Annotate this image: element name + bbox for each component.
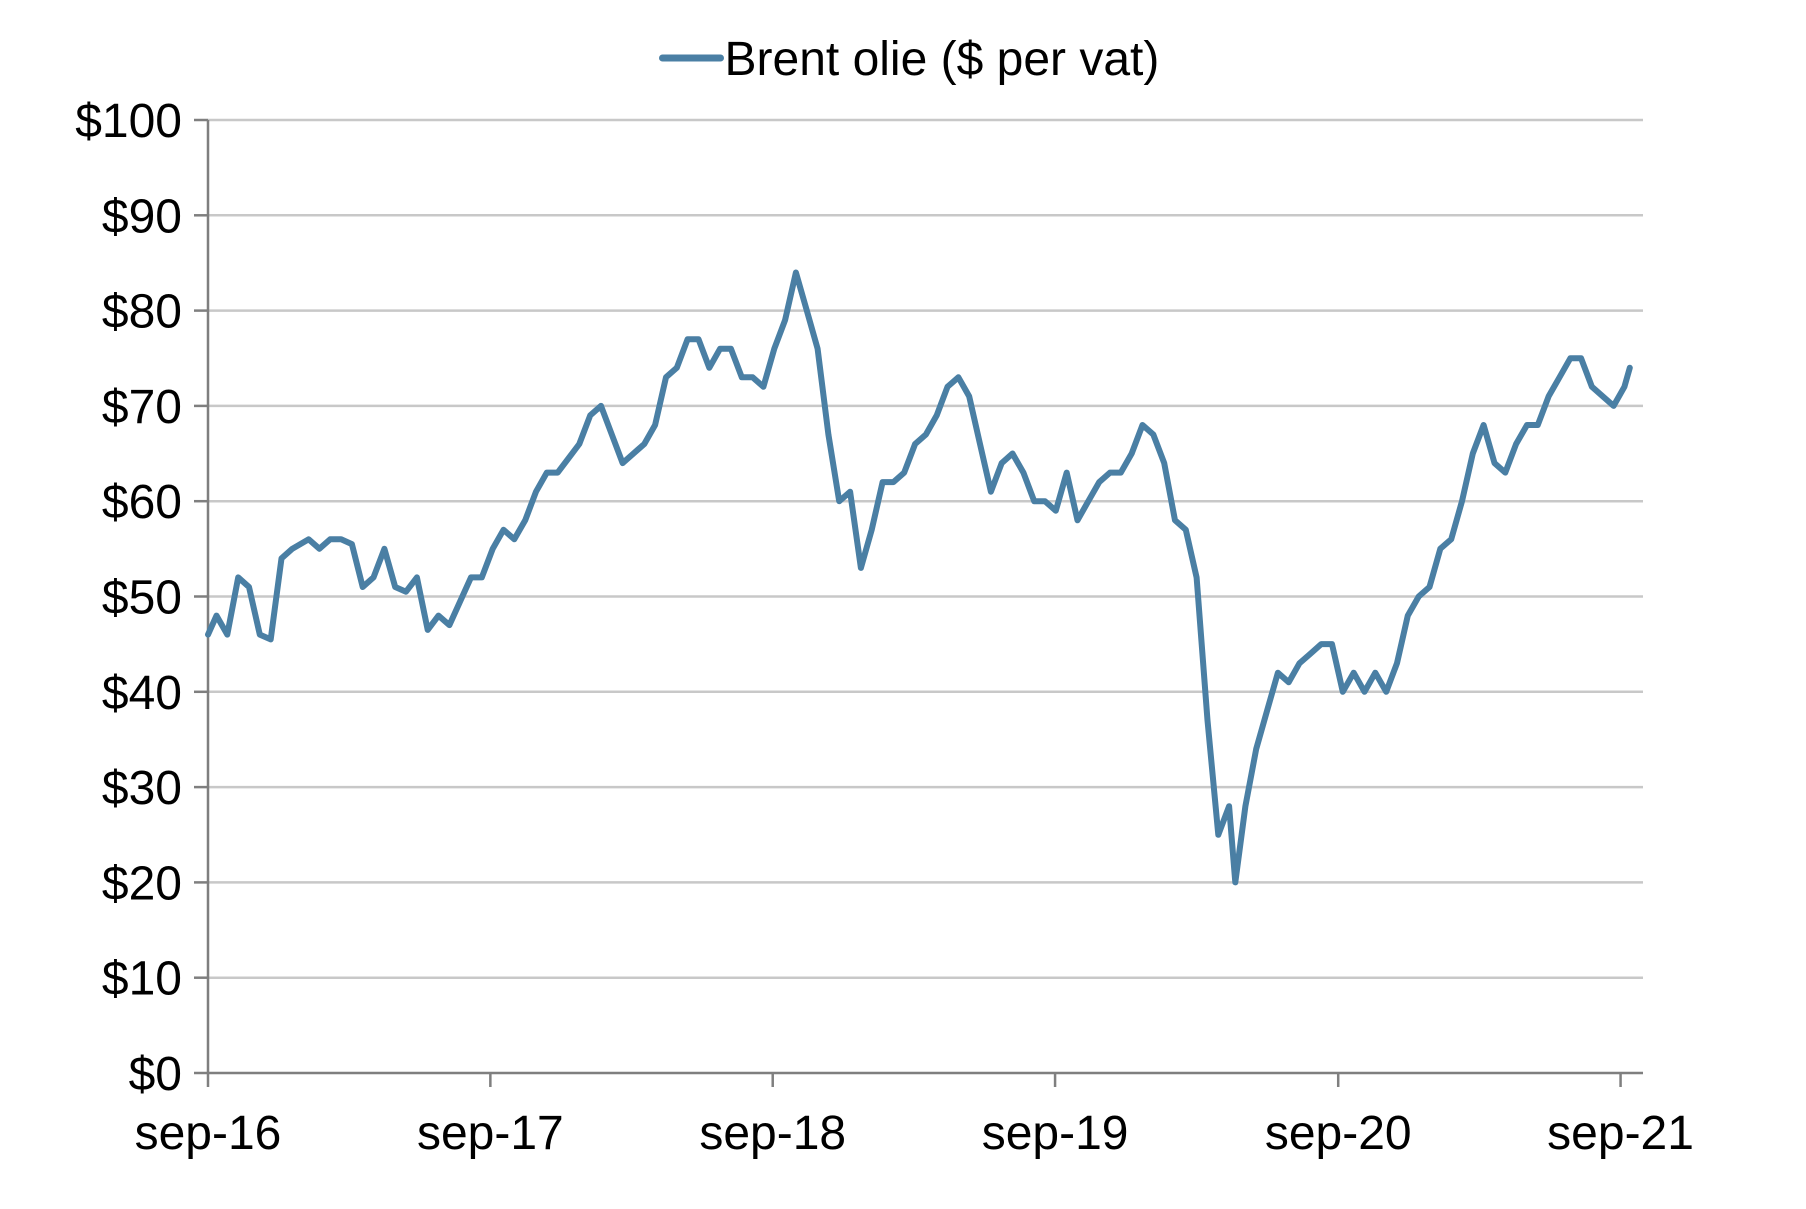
- x-tick-label: sep-21: [1547, 1107, 1694, 1160]
- series-line-brent: [205, 269, 1633, 886]
- y-tick-label: $80: [102, 286, 182, 339]
- x-tick-label: sep-17: [417, 1107, 564, 1160]
- x-tick-label: sep-19: [982, 1107, 1129, 1160]
- y-tick-label: $50: [102, 572, 182, 625]
- y-tick-label: $20: [102, 857, 182, 910]
- gridlines: [208, 118, 1643, 979]
- x-tick-label: sep-20: [1265, 1107, 1412, 1160]
- y-tick-label: $100: [75, 95, 182, 148]
- y-tick-label: $40: [102, 667, 182, 720]
- y-tick-label: $10: [102, 953, 182, 1006]
- y-tick-label: $70: [102, 381, 182, 434]
- y-tick-label: $90: [102, 190, 182, 243]
- y-tick-label: $0: [129, 1048, 182, 1101]
- series-layer: [205, 269, 1633, 886]
- axes: $0 $10 $20 $30 $40 $50 $60 $70 $80 $90 $100 sep-16 s…: [75, 95, 1694, 1160]
- x-tick-label: sep-18: [699, 1107, 846, 1160]
- y-tick-label: $30: [102, 762, 182, 815]
- y-tick-label: $60: [102, 476, 182, 529]
- legend-label: Brent olie ($ per vat): [725, 33, 1160, 86]
- x-tick-label: sep-16: [135, 1107, 282, 1160]
- legend: Brent olie ($ per vat): [659, 33, 1160, 86]
